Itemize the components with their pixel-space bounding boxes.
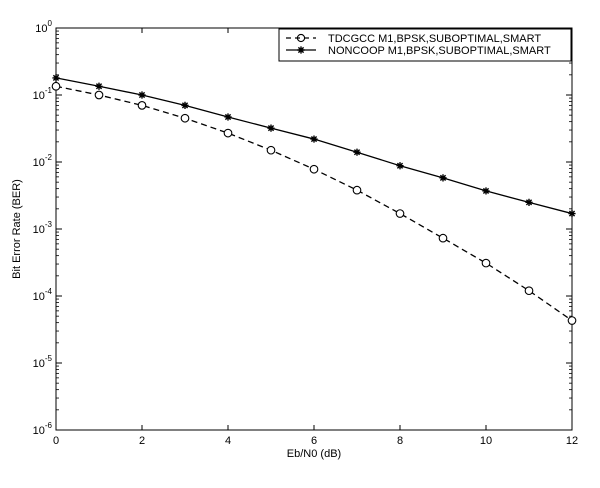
data-point-star bbox=[224, 113, 232, 121]
legend-label-noncoop: NONCOOP M1,BPSK,SUBOPTIMAL,SMART bbox=[328, 45, 551, 57]
y-tick-label: 10-5 bbox=[33, 354, 53, 370]
legend-label-tdcgcc: TDCGCC M1,BPSK,SUBOPTIMAL,SMART bbox=[328, 33, 541, 45]
y-tick-exponent: 0 bbox=[48, 19, 53, 28]
series-tdcgcc bbox=[51, 81, 577, 325]
y-tick-exponent: -3 bbox=[45, 220, 53, 229]
y-tick-label: 10-1 bbox=[33, 86, 53, 102]
data-point-star bbox=[95, 82, 103, 90]
y-tick-label: 10-3 bbox=[33, 220, 53, 236]
y-tick-base: 10 bbox=[35, 23, 47, 35]
y-tick-label: 10-2 bbox=[33, 153, 53, 169]
y-tick-exponent: -4 bbox=[45, 287, 53, 296]
series-noncoop bbox=[52, 74, 576, 218]
y-tick-base: 10 bbox=[33, 291, 45, 303]
y-tick-base: 10 bbox=[33, 224, 45, 236]
data-point-circle bbox=[438, 233, 448, 243]
data-point-star bbox=[525, 198, 533, 206]
data-point-star bbox=[439, 174, 447, 182]
data-point-circle bbox=[94, 90, 104, 100]
y-axis-label: Bit Error Rate (BER) bbox=[11, 179, 23, 279]
data-point-star bbox=[138, 91, 146, 99]
plot-area bbox=[55, 27, 573, 431]
x-tick-label: 8 bbox=[397, 435, 403, 447]
data-point-star bbox=[52, 74, 60, 82]
y-tick-base: 10 bbox=[33, 425, 45, 437]
data-point-circle bbox=[223, 128, 233, 138]
y-tick-label: 10-4 bbox=[33, 287, 53, 303]
data-point-circle bbox=[481, 258, 491, 268]
x-tick-label: 2 bbox=[139, 435, 145, 447]
x-tick-label: 4 bbox=[225, 435, 231, 447]
data-point-star bbox=[568, 209, 576, 218]
data-point-circle bbox=[266, 145, 276, 155]
legend: TDCGCC M1,BPSK,SUBOPTIMAL,SMART NONCOOP … bbox=[278, 28, 572, 62]
data-point-circle bbox=[180, 113, 190, 123]
data-point-circle bbox=[524, 286, 534, 296]
y-tick-base: 10 bbox=[33, 358, 45, 370]
data-point-circle bbox=[395, 209, 405, 218]
x-tick-label: 12 bbox=[566, 435, 578, 447]
x-tick-label: 6 bbox=[311, 435, 317, 447]
y-tick-base: 10 bbox=[33, 90, 45, 102]
y-tick-exponent: -5 bbox=[45, 354, 53, 363]
legend-marker-noncoop bbox=[297, 46, 305, 54]
y-tick-label: 10-6 bbox=[33, 421, 53, 437]
x-tick-label: 0 bbox=[53, 435, 59, 447]
data-point-circle bbox=[309, 164, 319, 174]
data-point-circle bbox=[137, 101, 147, 110]
y-tick-exponent: -6 bbox=[45, 421, 53, 430]
legend-box bbox=[278, 28, 572, 62]
data-point-star bbox=[267, 124, 275, 132]
x-tick-label: 10 bbox=[480, 435, 492, 447]
y-tick-exponent: -1 bbox=[45, 86, 53, 95]
data-point-star bbox=[396, 162, 404, 170]
y-tick-exponent: -2 bbox=[45, 153, 53, 162]
y-tick-base: 10 bbox=[33, 157, 45, 169]
data-point-circle bbox=[51, 81, 61, 91]
data-point-star bbox=[181, 101, 189, 109]
data-point-circle bbox=[352, 185, 362, 195]
series-lines bbox=[51, 74, 577, 325]
data-point-star bbox=[310, 135, 318, 143]
legend-marker-tdcgcc bbox=[296, 33, 306, 43]
legend-star-glyph bbox=[297, 46, 305, 54]
y-tick-label: 100 bbox=[35, 19, 52, 35]
data-point-star bbox=[353, 148, 361, 156]
data-point-star bbox=[482, 187, 490, 195]
data-point-circle bbox=[567, 316, 577, 325]
x-axis-label: Eb/N0 (dB) bbox=[287, 448, 341, 460]
